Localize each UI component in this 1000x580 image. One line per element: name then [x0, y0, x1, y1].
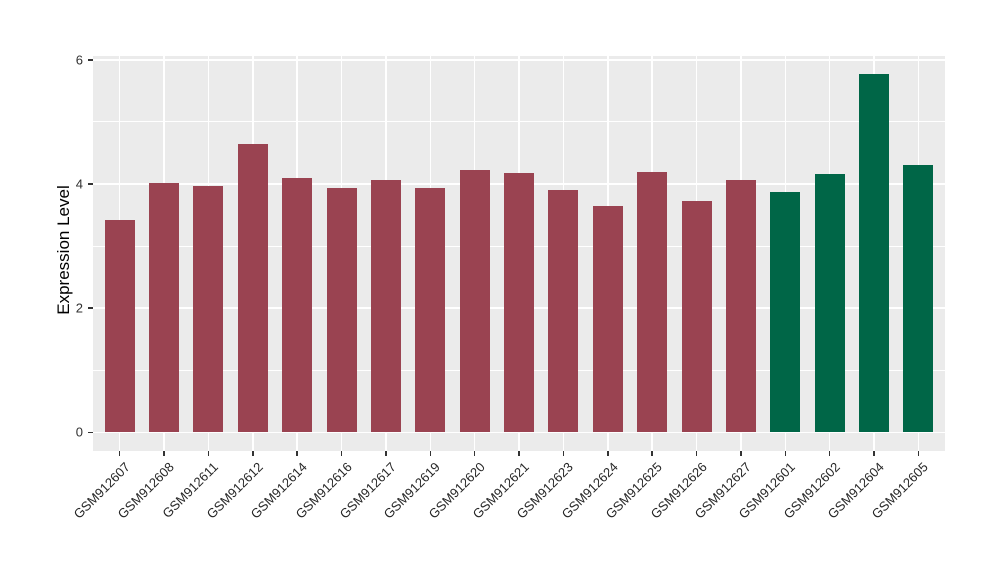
bar-GSM912617	[370, 180, 401, 433]
x-tick-mark	[340, 451, 343, 456]
x-tick-mark	[651, 451, 653, 456]
bar-GSM912608	[149, 183, 179, 433]
y-axis-label: Expression Level	[54, 184, 73, 315]
x-tick-mark	[473, 451, 476, 456]
bar-GSM912624	[592, 206, 623, 433]
x-tick-mark	[740, 451, 742, 456]
bar-GSM912605	[903, 164, 934, 433]
major-gridline	[93, 58, 945, 61]
bar-GSM912604	[859, 74, 889, 433]
bar-GSM912623	[548, 190, 579, 433]
x-tick-mark	[828, 451, 831, 456]
y-tick-label: 2	[75, 300, 83, 316]
x-tick-mark	[695, 451, 698, 456]
x-tick-mark	[207, 451, 210, 456]
x-tick-mark	[784, 451, 786, 456]
bar-GSM912626	[681, 201, 712, 433]
bar-GSM912601	[770, 192, 801, 433]
y-tick-label: 4	[75, 176, 83, 192]
x-tick-mark	[518, 451, 520, 456]
x-tick-mark	[252, 451, 254, 456]
y-tick-label: 0	[75, 424, 83, 440]
x-tick-mark	[429, 451, 431, 456]
bar-GSM912625	[637, 171, 668, 433]
x-tick-mark	[163, 451, 165, 456]
plot-panel	[93, 56, 945, 451]
bar-GSM912614	[282, 177, 313, 433]
minor-gridline	[93, 121, 945, 123]
bar-GSM912621	[504, 173, 534, 433]
bar-GSM912620	[459, 170, 490, 433]
x-tick-mark	[873, 451, 875, 456]
bar-GSM912627	[725, 179, 756, 433]
y-tick-mark	[88, 431, 93, 434]
y-tick-mark	[88, 59, 93, 61]
x-tick-mark	[607, 451, 609, 456]
bar-GSM912611	[193, 186, 224, 433]
bar-GSM912612	[237, 144, 268, 433]
x-tick-mark	[296, 451, 298, 456]
x-tick-mark	[385, 451, 387, 456]
bar-GSM912607	[104, 220, 135, 433]
y-tick-mark	[88, 307, 93, 309]
x-tick-mark	[118, 451, 121, 456]
x-tick-mark	[562, 451, 565, 456]
y-tick-label: 6	[75, 52, 83, 68]
bar-GSM912616	[326, 188, 357, 433]
bar-GSM912619	[415, 188, 446, 433]
y-tick-mark	[88, 183, 93, 185]
major-gridline	[93, 431, 945, 434]
bar-GSM912602	[814, 174, 845, 433]
x-tick-mark	[917, 451, 920, 456]
